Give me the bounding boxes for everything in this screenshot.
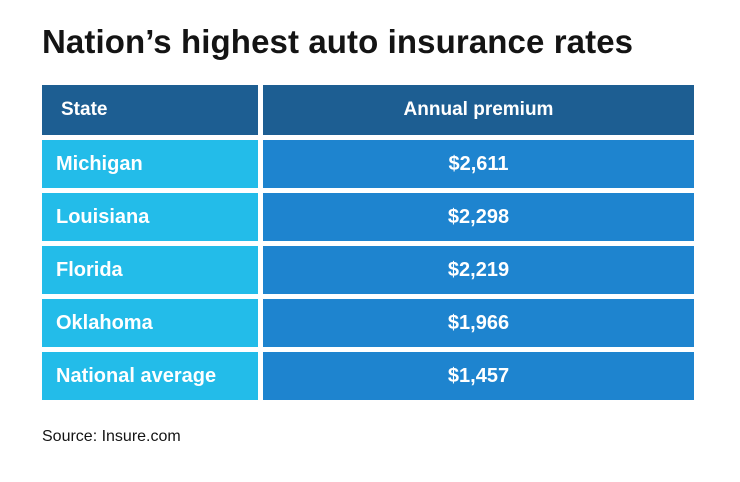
table-row-state: National average (42, 352, 258, 401)
page-title: Nation’s highest auto insurance rates (42, 23, 634, 60)
table-row-state: Florida (42, 246, 258, 295)
table-row-state: Michigan (42, 140, 258, 189)
column-header-state: State (42, 85, 258, 136)
rates-table: State Annual premium Michigan $2,611 Lou… (42, 85, 694, 401)
source-attribution: Source: Insure.com (42, 428, 181, 446)
table-row-premium: $1,966 (263, 299, 694, 348)
table-row-state: Louisiana (42, 193, 258, 242)
column-header-premium: Annual premium (263, 85, 694, 136)
table-row-premium: $2,611 (263, 140, 694, 189)
table-row-premium: $2,298 (263, 193, 694, 242)
table-row-state: Oklahoma (42, 299, 258, 348)
table-row-premium: $2,219 (263, 246, 694, 295)
table-row-premium: $1,457 (263, 352, 694, 401)
